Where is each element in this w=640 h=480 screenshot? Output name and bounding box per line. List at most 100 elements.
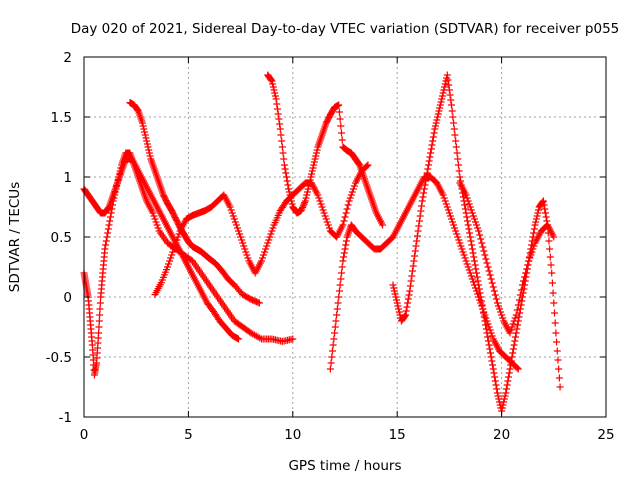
data-point [302, 194, 310, 202]
data-point [325, 224, 333, 232]
data-point [167, 254, 175, 262]
data-point [308, 167, 316, 175]
data-point [425, 161, 433, 169]
data-point [484, 333, 492, 341]
data-point [467, 206, 475, 214]
data-point [540, 201, 548, 209]
data-point [402, 307, 410, 315]
data-point [488, 332, 496, 340]
data-point [522, 269, 530, 277]
data-point [330, 335, 338, 343]
data-point [516, 305, 524, 313]
data-point [232, 221, 240, 229]
data-point [460, 251, 468, 259]
data-point [452, 137, 460, 145]
data-point [271, 92, 279, 100]
data-point [337, 122, 345, 130]
data-point [402, 311, 410, 319]
data-point [415, 222, 423, 230]
data-point [437, 98, 445, 106]
data-point [335, 108, 343, 116]
data-point [336, 115, 344, 123]
data-point [507, 357, 515, 365]
data-point [487, 275, 495, 283]
data-point [466, 203, 474, 211]
data-point [103, 233, 111, 241]
data-point [338, 269, 346, 277]
data-point [393, 296, 401, 304]
data-point [464, 221, 472, 229]
data-point [412, 242, 420, 250]
data-point [551, 319, 559, 327]
data-point [514, 321, 522, 329]
data-point [438, 95, 446, 103]
data-point [227, 206, 235, 214]
data-point [329, 341, 337, 349]
data-point [475, 227, 483, 235]
data-point [303, 188, 311, 196]
data-point [532, 218, 540, 226]
data-point [463, 260, 471, 268]
data-point [498, 404, 506, 412]
data-point [322, 215, 330, 223]
data-point [443, 203, 451, 211]
data-point [441, 197, 449, 205]
data-point [515, 296, 523, 304]
data-point [344, 201, 352, 209]
data-point [349, 185, 357, 193]
data-point [145, 149, 153, 157]
data-point [463, 217, 471, 225]
data-point [410, 257, 418, 265]
data-point [312, 152, 320, 160]
data-point [327, 359, 335, 367]
data-point [407, 277, 415, 285]
data-point [342, 237, 350, 245]
data-point [239, 239, 247, 247]
data-point [451, 131, 459, 139]
data-point [255, 299, 263, 307]
data-point [319, 206, 327, 214]
data-point [420, 189, 428, 197]
data-point [409, 262, 417, 270]
data-point [314, 191, 322, 199]
data-point [489, 365, 497, 373]
data-point [456, 173, 464, 181]
data-point [101, 245, 109, 253]
data-point [277, 131, 285, 139]
x-tick-label: 25 [597, 427, 614, 443]
data-point [335, 287, 343, 295]
data-point [472, 218, 479, 226]
data-point [289, 335, 297, 343]
data-point [479, 305, 487, 313]
data-point [345, 197, 353, 205]
data-point [478, 239, 486, 247]
data-point [523, 265, 531, 273]
data-point [509, 345, 517, 353]
data-point [457, 242, 465, 250]
data-point [469, 249, 477, 257]
data-point [283, 177, 291, 185]
data-point [482, 325, 490, 333]
data-point [443, 71, 451, 79]
data-point [415, 217, 423, 225]
data-point [275, 115, 283, 123]
data-point [548, 269, 556, 277]
data-point [240, 242, 248, 250]
data-point [390, 284, 398, 292]
data-point [530, 225, 538, 233]
data-point [463, 213, 471, 221]
data-point [486, 326, 494, 334]
data-point [490, 287, 498, 295]
data-point [463, 194, 471, 202]
data-point [313, 146, 321, 154]
data-point [310, 161, 318, 169]
data-point [467, 237, 475, 245]
data-point [454, 233, 462, 241]
data-point [483, 329, 491, 337]
data-point [486, 349, 494, 357]
data-point [106, 217, 114, 225]
data-point [413, 232, 421, 240]
data-point [421, 181, 429, 189]
data-point [392, 293, 400, 301]
data-point [479, 243, 487, 251]
